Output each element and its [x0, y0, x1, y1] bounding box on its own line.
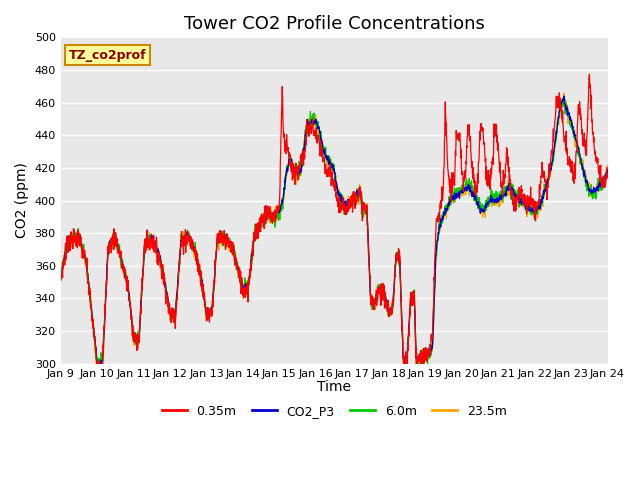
0.35m	[57, 268, 65, 274]
CO2_P3	[84, 280, 92, 286]
0.35m	[308, 121, 316, 127]
23.5m	[323, 163, 331, 169]
6.0m	[95, 364, 102, 370]
Line: 6.0m: 6.0m	[61, 98, 607, 367]
23.5m	[84, 281, 92, 287]
6.0m	[559, 95, 567, 101]
Line: 23.5m: 23.5m	[61, 93, 607, 367]
0.35m	[488, 171, 495, 177]
6.0m	[84, 279, 92, 285]
X-axis label: Time: Time	[317, 380, 351, 394]
6.0m	[323, 155, 331, 160]
0.35m	[588, 119, 596, 125]
23.5m	[57, 275, 65, 280]
6.0m	[57, 273, 65, 279]
CO2_P3	[588, 189, 596, 195]
6.0m	[604, 168, 611, 173]
CO2_P3	[588, 187, 596, 193]
Line: 0.35m: 0.35m	[61, 74, 607, 367]
6.0m	[488, 194, 495, 200]
Y-axis label: CO2 (ppm): CO2 (ppm)	[15, 163, 29, 239]
23.5m	[94, 364, 102, 370]
CO2_P3	[560, 93, 568, 99]
23.5m	[588, 192, 596, 197]
23.5m	[604, 162, 611, 168]
23.5m	[588, 195, 596, 201]
Legend: 0.35m, CO2_P3, 6.0m, 23.5m: 0.35m, CO2_P3, 6.0m, 23.5m	[157, 400, 511, 423]
CO2_P3	[488, 200, 495, 205]
23.5m	[488, 193, 495, 199]
23.5m	[308, 118, 316, 123]
6.0m	[588, 190, 596, 196]
0.35m	[93, 364, 101, 370]
CO2_P3	[323, 156, 331, 162]
6.0m	[588, 188, 596, 193]
Title: Tower CO2 Profile Concentrations: Tower CO2 Profile Concentrations	[184, 15, 484, 33]
23.5m	[560, 90, 568, 96]
Text: TZ_co2prof: TZ_co2prof	[69, 48, 147, 61]
6.0m	[308, 113, 316, 119]
Line: CO2_P3: CO2_P3	[61, 96, 607, 366]
0.35m	[323, 174, 331, 180]
0.35m	[586, 72, 593, 77]
0.35m	[604, 174, 611, 180]
0.35m	[588, 117, 596, 123]
CO2_P3	[95, 363, 103, 369]
CO2_P3	[308, 116, 316, 122]
CO2_P3	[57, 276, 65, 282]
0.35m	[84, 280, 92, 286]
CO2_P3	[604, 167, 611, 173]
